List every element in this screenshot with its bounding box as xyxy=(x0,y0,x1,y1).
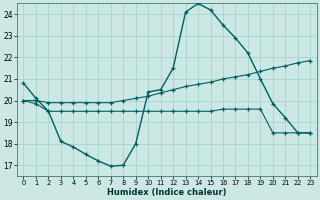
X-axis label: Humidex (Indice chaleur): Humidex (Indice chaleur) xyxy=(107,188,227,197)
